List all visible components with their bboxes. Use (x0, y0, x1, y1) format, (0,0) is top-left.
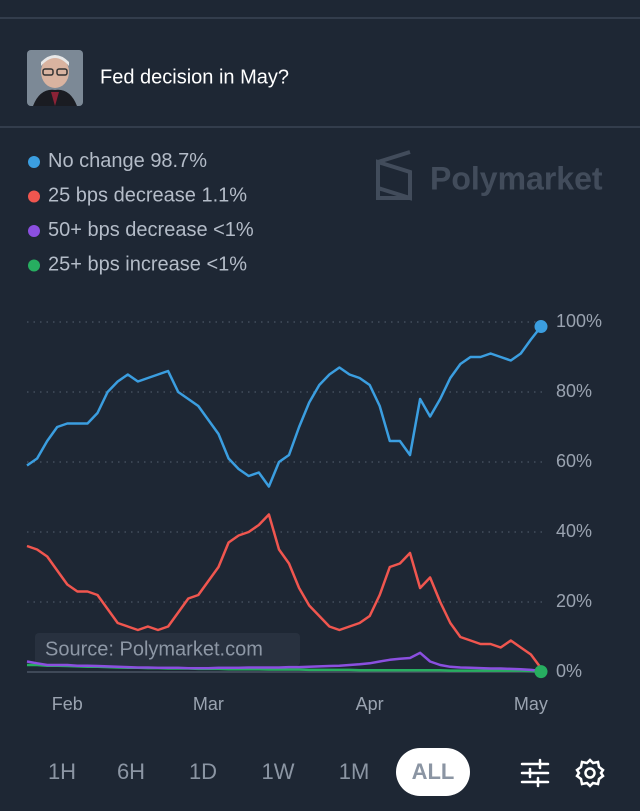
x-tick-label: Apr (356, 694, 384, 714)
avatar (27, 50, 83, 106)
market-title: Fed decision in May? (100, 66, 289, 88)
legend-dot (28, 259, 40, 272)
legend-dot (28, 190, 40, 203)
time-button[interactable]: 1W (262, 759, 295, 784)
source-label: Source: Polymarket.com (45, 638, 263, 660)
legend-value: <1% (206, 254, 247, 276)
watermark: Polymarket (376, 150, 603, 201)
time-button[interactable]: 6H (117, 759, 145, 784)
legend-entry: 50+ bps decrease <1% (48, 219, 254, 241)
y-tick-label: 40% (556, 521, 592, 541)
time-button[interactable]: 1H (48, 759, 76, 784)
legend-entry: 25+ bps increase <1% (48, 254, 247, 276)
source-box: Source: Polymarket.com (35, 633, 300, 666)
filter-icon[interactable] (520, 758, 550, 788)
y-tick-label: 100% (556, 311, 602, 331)
legend-value: 1.1% (201, 185, 247, 207)
legend-name: 50+ bps decrease (48, 219, 208, 241)
legend-value: <1% (213, 219, 254, 241)
time-button[interactable]: 1M (339, 759, 370, 784)
legend-entry: 25 bps decrease 1.1% (48, 185, 247, 207)
legend-entry: No change 98.7% (48, 150, 207, 172)
legend-dot (28, 225, 40, 237)
x-tick-label: Mar (193, 694, 224, 714)
series-line (26, 325, 542, 488)
legend-value: 98.7% (150, 150, 207, 172)
y-tick-label: 20% (556, 591, 592, 611)
end-marker (534, 320, 548, 334)
legend-name: 25+ bps increase (48, 254, 201, 276)
y-tick-label: 60% (556, 451, 592, 471)
watermark-text: Polymarket (430, 160, 603, 196)
series-line (26, 651, 542, 673)
y-tick-label: 0% (556, 661, 582, 681)
legend-name: 25 bps decrease (48, 185, 196, 207)
end-marker (534, 665, 548, 679)
x-tick-label: May (514, 694, 548, 714)
active-button-bg (396, 748, 470, 796)
y-tick-label: 80% (556, 381, 592, 401)
series-line (26, 513, 543, 669)
legend-name: No change (48, 150, 145, 172)
time-button[interactable]: 1D (189, 759, 217, 784)
time-button[interactable]: ALL (412, 759, 455, 784)
settings-icon[interactable] (575, 758, 605, 788)
legend-dot (28, 156, 40, 168)
x-tick-label: Feb (52, 694, 83, 714)
